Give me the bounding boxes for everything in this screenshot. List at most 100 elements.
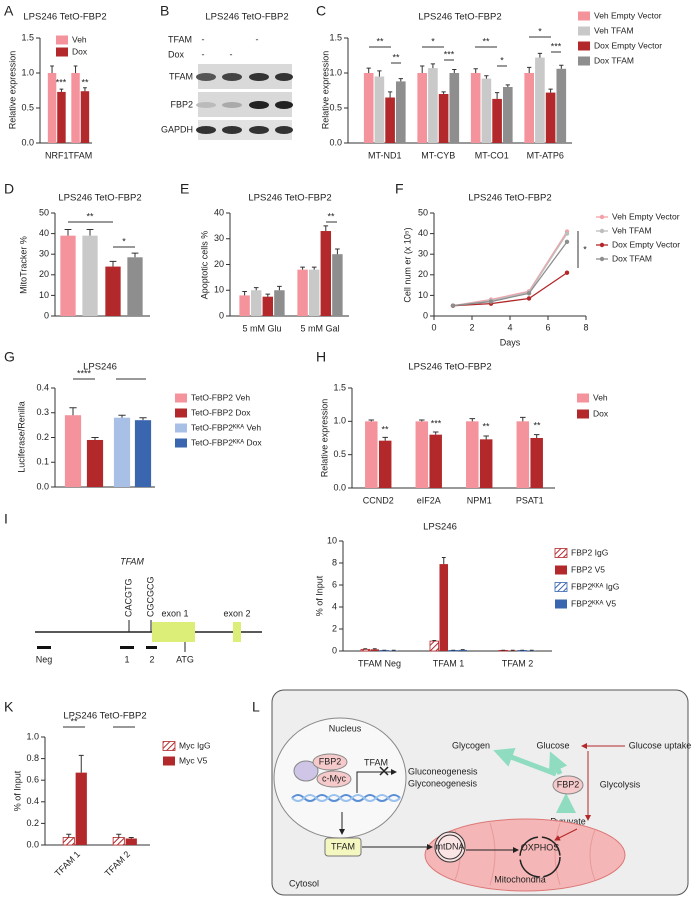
x-tick-label: 5 mM Glu	[242, 323, 281, 333]
cycle	[519, 836, 561, 878]
error-bar	[484, 75, 489, 79]
legend-label: TetO-FBP2 Veh	[191, 392, 250, 402]
bar	[71, 73, 80, 143]
bar	[250, 290, 262, 316]
error-bar	[452, 69, 457, 73]
x-tick-label: 0	[431, 322, 436, 332]
legend-label: Myc IgG	[179, 740, 211, 750]
error-bar	[548, 88, 553, 93]
legend-swatch	[578, 41, 590, 51]
exon	[233, 622, 241, 642]
y-axis-label: MitoTracker %	[18, 236, 28, 294]
legend-label: FBP2ᴷᴷᴬ IgG	[571, 581, 619, 591]
band	[196, 102, 216, 108]
significance-label: ***	[444, 49, 455, 59]
label: Pyruvate	[550, 816, 586, 826]
legend-swatch	[599, 228, 605, 234]
mitochondrion	[424, 818, 626, 892]
panel-label: A	[4, 3, 14, 19]
lane-sign: -	[256, 34, 259, 44]
y-tick-label: 0.1	[36, 457, 49, 467]
error-bar	[50, 65, 54, 73]
x-tick-label: 8	[583, 322, 588, 332]
y-axis-label: Relative expression	[7, 51, 17, 130]
legend-swatch	[554, 548, 568, 558]
legend-label: Dox TFAM	[612, 253, 652, 263]
bar	[556, 68, 567, 143]
chart-title: LPS246	[83, 362, 117, 373]
amplicon-label: 2	[149, 654, 154, 664]
blot-strip	[198, 120, 292, 140]
y-tick-label: 0.0	[26, 839, 39, 849]
chart-title: LPS246 TetO-FBP2	[63, 711, 146, 722]
legend-label: Veh TFAM	[594, 25, 634, 35]
y-tick-label: 40	[418, 228, 428, 238]
amplicon	[120, 646, 134, 649]
error-bar	[242, 291, 247, 296]
y-tick-label: 1.0	[26, 731, 39, 741]
y-tick-label: 0.0	[329, 137, 342, 147]
error-bar	[131, 252, 139, 258]
lane-sign: -	[202, 49, 205, 59]
label: mtDNA	[436, 841, 465, 851]
significance-label: **	[327, 211, 335, 221]
error-bar	[420, 65, 425, 73]
y-tick-label: 0.3	[36, 407, 49, 417]
bar	[385, 97, 395, 143]
chart-title: LPS246 TetO-FBP2	[468, 193, 551, 204]
band	[196, 126, 216, 134]
y-axis-label: Luciferase/Renilla	[16, 401, 26, 473]
error-bar	[64, 228, 72, 236]
band	[275, 73, 293, 81]
x-tick-label: MT-CO1	[475, 150, 509, 160]
legend-swatch	[554, 582, 568, 592]
significance-label: **	[533, 420, 541, 430]
row-label: Dox	[168, 49, 185, 59]
exon-label: exon 2	[223, 608, 250, 618]
panel-label: F	[395, 181, 404, 197]
error-bar	[73, 65, 78, 73]
bar	[470, 73, 481, 143]
bar	[449, 73, 460, 143]
legend-label: Veh TFAM	[612, 225, 652, 235]
label: Nucleus	[329, 723, 362, 733]
tfam-box	[324, 837, 362, 857]
arrow	[493, 747, 557, 777]
x-tick-label: PSAT1	[516, 495, 544, 505]
x-tick-label: MT-ND1	[368, 150, 402, 160]
legend-swatch	[163, 756, 175, 766]
label: Mitochondria	[494, 874, 546, 884]
dna	[291, 794, 401, 802]
error-bar	[83, 87, 87, 92]
bar	[439, 564, 449, 651]
bar	[113, 417, 131, 487]
x-tick-label: 4	[507, 322, 512, 332]
error-bar	[469, 418, 476, 422]
panel-labels: A B C D E F G H I K L	[4, 3, 404, 715]
x-tick-label: 6	[545, 322, 550, 332]
legend-label: Veh Empty Vector	[612, 211, 680, 221]
y-tick-label: 1.0	[329, 67, 342, 77]
y-tick-label: 30	[39, 249, 49, 259]
bar	[524, 73, 535, 143]
bar	[438, 94, 449, 143]
bar	[374, 76, 385, 143]
label: Glycogen	[452, 740, 490, 750]
mtdna	[437, 834, 463, 860]
error-bar	[116, 833, 122, 838]
band	[249, 101, 269, 109]
significance-label: **	[482, 36, 490, 46]
y-tick-label: 0	[44, 310, 49, 320]
error-bar	[277, 285, 282, 291]
bar	[80, 91, 90, 143]
error-bar	[311, 266, 317, 270]
legend-label: Veh Empty Vector	[594, 10, 662, 20]
y-tick-label: 30	[214, 233, 224, 243]
band	[222, 126, 242, 134]
panel-label: H	[316, 349, 326, 365]
error-bar	[432, 640, 437, 642]
error-bar	[78, 754, 84, 773]
y-tick-label: 1.0	[333, 416, 346, 426]
y-tick-label: 4	[332, 601, 337, 611]
